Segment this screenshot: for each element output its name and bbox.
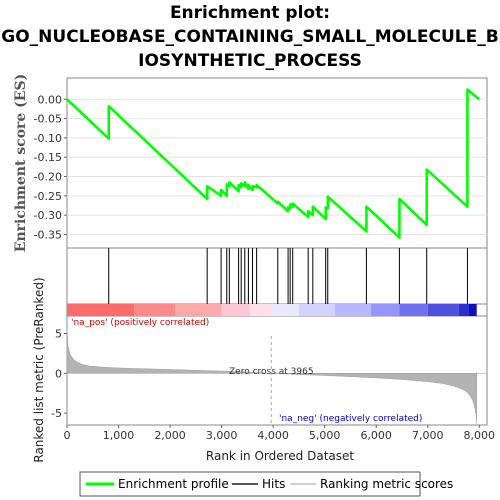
metric-tick-label: 0	[55, 367, 62, 380]
heatmap-band	[67, 304, 134, 316]
heatmap-band	[298, 304, 335, 316]
chart-title: Enrichment plot: GO_NUCLEOBASE_CONTAININ…	[1, 3, 498, 71]
hit-markers	[108, 248, 468, 304]
x-axis: 0 1,000 2,000 3,000 4,000 5,000 6,000 7,000 8,00…	[64, 425, 496, 442]
heatmap-band	[271, 304, 299, 316]
legend-hits-label: Hits	[262, 477, 285, 491]
x-tick-label: 1,000	[103, 429, 135, 442]
x-tick-label: 3,000	[206, 429, 238, 442]
title-line-3: IOSYNTHETIC_PROCESS	[138, 51, 362, 71]
es-tick-label: -0.05	[34, 113, 62, 126]
es-tick-label: -0.20	[34, 171, 62, 184]
es-tick-label: -0.15	[34, 151, 62, 164]
ranked-metric-fill	[66, 328, 477, 424]
ranked-metric-area	[66, 328, 487, 425]
es-gridlines	[67, 98, 487, 235]
legend: Enrichment profile Hits Ranking metric s…	[79, 471, 453, 497]
es-panel-frame	[66, 77, 488, 249]
metric-tick-label: 5	[55, 328, 62, 341]
legend-metric-label: Ranking metric scores	[320, 477, 453, 491]
metric-tick-label: -5	[51, 407, 62, 420]
heatmap-band	[175, 304, 222, 316]
na-neg-label: 'na_neg' (negatively correlated)	[279, 414, 422, 424]
enrichment-profile-path	[66, 88, 481, 239]
hits-panel-frame	[66, 247, 488, 305]
heatmap-band	[468, 304, 477, 316]
heatmap-band	[427, 304, 459, 316]
heatmap-band	[133, 304, 176, 316]
x-tick-label: 7,000	[412, 429, 444, 442]
es-tick-label: -0.30	[34, 209, 62, 222]
heatmap-band	[334, 304, 372, 316]
title-line-2: GO_NUCLEOBASE_CONTAINING_SMALL_MOLECULE_…	[1, 27, 498, 47]
heatmap-band	[371, 304, 400, 316]
metric-y-axis-label: Ranked list metric (PreRanked)	[32, 277, 46, 462]
enrichment-profile-line	[66, 88, 481, 239]
es-y-axis-label: Enrichment score (ES)	[13, 74, 29, 252]
metric-y-axis: 5 0 -5	[51, 328, 67, 420]
zero-cross-label: Zero cross at 3965	[229, 367, 314, 377]
x-axis-label: Rank in Ordered Dataset	[206, 449, 354, 463]
x-tick-label: 5,000	[309, 429, 341, 442]
x-tick-label: 2,000	[154, 429, 186, 442]
title-line-1: Enrichment plot:	[170, 3, 330, 23]
x-tick-label: 6,000	[360, 429, 392, 442]
es-y-axis: 0.00 -0.05 -0.10 -0.15 -0.20 -0.25 -0.30 -0.35	[34, 93, 67, 241]
x-tick-label: 4,000	[257, 429, 289, 442]
x-tick-label: 0	[64, 429, 71, 442]
es-tick-label: -0.35	[34, 228, 62, 241]
ranking-heatmap	[67, 304, 477, 316]
es-tick-label: -0.25	[34, 190, 62, 203]
x-tick-label: 8,000	[464, 429, 496, 442]
heatmap-band	[249, 304, 272, 316]
heatmap-band	[458, 304, 469, 316]
es-tick-label: -0.10	[34, 132, 62, 145]
heatmap-band	[221, 304, 250, 316]
heatmap-band	[399, 304, 428, 316]
legend-enrichment-label: Enrichment profile	[118, 477, 229, 491]
na-pos-label: 'na_pos' (positively correlated)	[71, 318, 209, 328]
es-tick-label: 0.00	[38, 93, 63, 106]
